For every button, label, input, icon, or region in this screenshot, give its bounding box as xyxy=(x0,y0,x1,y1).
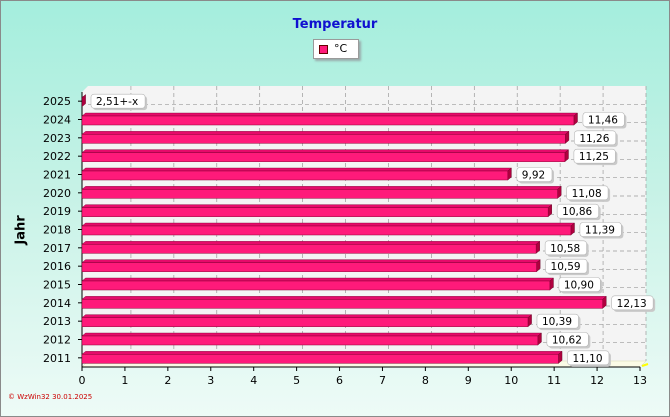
y-tick-label: 2022 xyxy=(43,150,71,163)
y-tick-label: 2014 xyxy=(43,297,71,310)
bar-top xyxy=(81,296,607,300)
bar-top xyxy=(81,167,512,172)
floor-edge-highlight xyxy=(641,363,649,367)
bar xyxy=(81,280,551,291)
data-label: 11,46 xyxy=(588,115,618,127)
data-label: 11,10 xyxy=(572,353,602,365)
bar xyxy=(81,335,539,346)
bar-top xyxy=(81,351,563,355)
data-label: 12,13 xyxy=(617,298,647,310)
data-label-box xyxy=(579,222,622,237)
data-label-box xyxy=(536,313,579,329)
data-label-box xyxy=(567,350,610,366)
data-label: 10,59 xyxy=(551,261,581,273)
data-label: 11,26 xyxy=(579,133,609,145)
legend-swatch xyxy=(319,45,328,54)
data-label-box xyxy=(558,277,601,292)
y-tick-label: 2018 xyxy=(43,224,71,237)
y-tick-label: 2024 xyxy=(43,114,71,127)
bar xyxy=(81,115,575,126)
bar-top xyxy=(81,149,570,153)
bar xyxy=(81,354,559,364)
y-tick-label: 2011 xyxy=(43,352,71,365)
x-tick-label: 11 xyxy=(547,374,561,387)
data-label: 10,58 xyxy=(550,243,580,255)
y-tick-label: 2015 xyxy=(43,279,71,292)
bar-top xyxy=(81,131,570,135)
data-label: 2,51+-x xyxy=(96,96,138,108)
data-label: 11,08 xyxy=(572,188,602,200)
bar-top xyxy=(81,259,541,263)
x-tick-label: 5 xyxy=(293,374,300,387)
bar-top xyxy=(81,277,555,282)
y-tick-label: 2012 xyxy=(43,334,71,347)
data-label-box xyxy=(556,203,599,219)
bar-top xyxy=(81,112,579,117)
x-tick-label: 12 xyxy=(590,374,604,387)
x-tick-label: 8 xyxy=(422,374,429,387)
bar xyxy=(81,134,566,144)
y-tick-label: 2013 xyxy=(43,315,71,328)
bar xyxy=(81,170,509,181)
data-label-box xyxy=(546,332,589,347)
x-tick-label: 9 xyxy=(465,374,472,387)
bar xyxy=(81,244,537,254)
legend-label: °C xyxy=(334,42,348,55)
x-tick-label: 1 xyxy=(121,374,128,387)
x-tick-label: 0 xyxy=(79,374,86,387)
data-label-box xyxy=(516,167,553,182)
bar xyxy=(81,207,549,217)
data-label-box xyxy=(544,240,587,256)
data-label-box xyxy=(611,295,654,311)
bar-top xyxy=(81,241,541,245)
y-tick-label: 2016 xyxy=(43,260,71,273)
bar-top xyxy=(81,314,533,318)
x-tick-label: 13 xyxy=(633,374,647,387)
y-tick-label: 2021 xyxy=(43,169,71,182)
bar-side xyxy=(81,94,86,108)
y-tick-label: 2025 xyxy=(43,95,71,108)
bar xyxy=(81,189,558,199)
y-tick-label: 2023 xyxy=(43,132,71,145)
data-label-box xyxy=(574,130,617,146)
bar-top xyxy=(81,204,553,208)
x-tick-label: 2 xyxy=(164,374,171,387)
footer-credit: © WzWin32 30.01.2025 xyxy=(8,393,93,401)
legend: °C xyxy=(313,39,359,59)
bar xyxy=(81,152,566,162)
x-tick-label: 4 xyxy=(250,374,257,387)
data-label: 10,86 xyxy=(562,206,592,218)
x-tick-label: 6 xyxy=(336,374,343,387)
data-label: 11,39 xyxy=(585,225,615,237)
data-label: 10,62 xyxy=(552,335,582,347)
x-tick-label: 3 xyxy=(207,374,214,387)
bar xyxy=(81,225,572,236)
data-label: 11,25 xyxy=(579,151,609,163)
data-label-box xyxy=(573,148,616,164)
data-label-box xyxy=(566,185,609,201)
data-label: 10,90 xyxy=(564,280,594,292)
y-tick-label: 2019 xyxy=(43,205,71,218)
bar xyxy=(81,299,603,309)
y-tick-label: 2020 xyxy=(43,187,71,200)
data-label-box xyxy=(90,93,146,109)
data-label-box xyxy=(545,258,588,274)
bar-top xyxy=(81,222,576,227)
bar-top xyxy=(81,186,562,190)
x-tick-label: 7 xyxy=(379,374,386,387)
data-label-box xyxy=(582,112,625,127)
bar xyxy=(81,317,529,327)
y-tick-label: 2017 xyxy=(43,242,71,255)
chart-title: Temperatur xyxy=(292,17,378,32)
data-label: 9,92 xyxy=(522,170,545,182)
x-tick-label: 10 xyxy=(504,374,518,387)
data-label: 10,39 xyxy=(542,316,572,328)
bar xyxy=(81,262,537,272)
bar-top xyxy=(81,332,542,337)
